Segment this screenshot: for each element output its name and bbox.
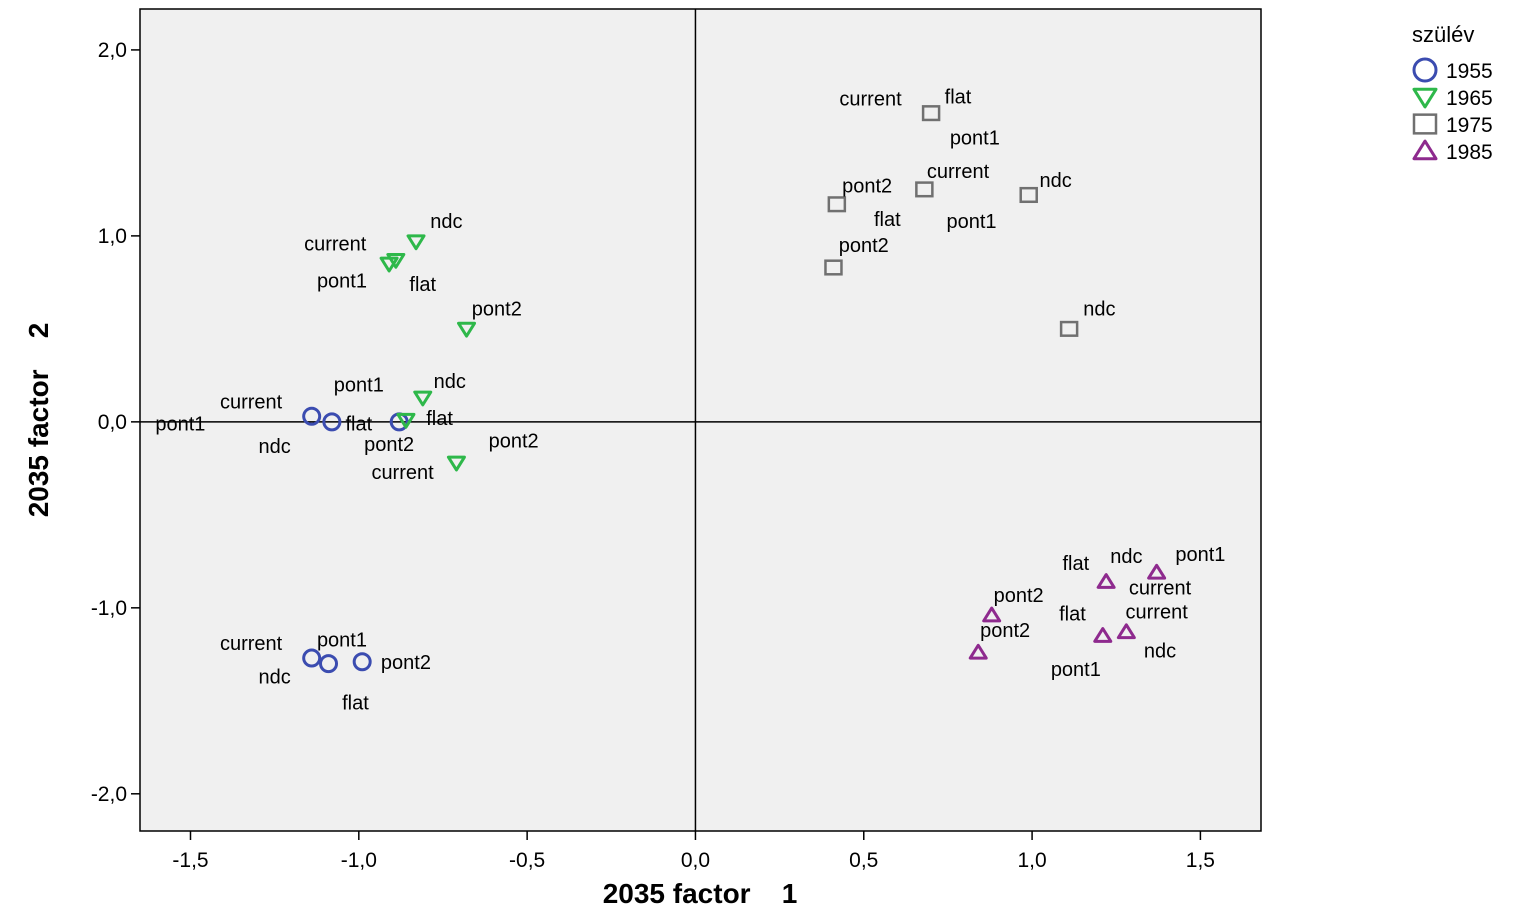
data-point bbox=[396, 412, 416, 429]
series-1975 bbox=[824, 105, 1079, 337]
data-point bbox=[319, 654, 339, 674]
point-label: current bbox=[839, 88, 902, 110]
y-tick-label: 0,0 bbox=[98, 411, 127, 434]
x-tick-label: -0,5 bbox=[509, 849, 545, 872]
data-point bbox=[824, 259, 843, 276]
data-point bbox=[1096, 573, 1116, 589]
point-label: pont1 bbox=[946, 211, 996, 233]
point-label: current bbox=[1126, 602, 1189, 624]
x-axis-title: 2035 factor 1 bbox=[603, 878, 798, 909]
data-point bbox=[827, 196, 847, 213]
point-label: pont1 bbox=[155, 414, 205, 436]
point-label: pont2 bbox=[980, 620, 1030, 642]
reference-lines bbox=[140, 9, 1261, 831]
y-tick-label: 2,0 bbox=[98, 39, 127, 62]
x-tick-label: 1,5 bbox=[1186, 849, 1215, 872]
x-tick-label: 0,0 bbox=[681, 849, 710, 872]
data-point bbox=[302, 648, 322, 668]
point-label: flat bbox=[874, 209, 901, 231]
legend-title: szülév bbox=[1412, 22, 1474, 47]
data-point bbox=[386, 252, 406, 269]
x-tick-label: -1,0 bbox=[341, 849, 377, 872]
data-point bbox=[379, 256, 399, 273]
point-label: pont1 bbox=[950, 127, 1000, 149]
legend-label-1985: 1985 bbox=[1446, 141, 1493, 164]
point-label: pont2 bbox=[364, 434, 414, 456]
point-label: flat bbox=[1059, 603, 1086, 625]
point-label: pont1 bbox=[1051, 659, 1101, 681]
point-label: pont1 bbox=[334, 375, 384, 397]
point-label: flat bbox=[1063, 553, 1090, 575]
point-label: pont2 bbox=[381, 652, 431, 674]
data-point bbox=[322, 412, 342, 432]
x-tick-label: 0,5 bbox=[849, 849, 878, 872]
point-label: ndc bbox=[434, 371, 466, 393]
point-label: pont2 bbox=[839, 235, 889, 257]
data-point bbox=[921, 105, 941, 122]
y-axis-title: 2035 factor 2 bbox=[23, 323, 54, 518]
data-point bbox=[1059, 320, 1079, 337]
data-point bbox=[915, 181, 934, 198]
point-label: current bbox=[1129, 577, 1192, 599]
y-tick-label: -1,0 bbox=[91, 597, 127, 620]
data-point bbox=[968, 643, 988, 660]
point-label: current bbox=[927, 161, 990, 183]
point-label: flat bbox=[426, 408, 453, 430]
data-point bbox=[446, 455, 466, 472]
legend-marker-1975 bbox=[1412, 113, 1438, 135]
series-1985 bbox=[968, 563, 1167, 660]
point-label: ndc bbox=[430, 211, 462, 233]
point-label: pont2 bbox=[472, 298, 522, 320]
point-label: pont2 bbox=[842, 176, 892, 198]
legend-marker-1965 bbox=[1412, 87, 1438, 109]
point-label: current bbox=[220, 633, 283, 655]
data-point bbox=[1147, 563, 1167, 580]
y-tick-label: -2,0 bbox=[91, 783, 127, 806]
data-point bbox=[352, 652, 372, 672]
legend-marker-1985 bbox=[1412, 139, 1438, 161]
point-label: pont1 bbox=[317, 629, 367, 651]
point-label: pont1 bbox=[317, 271, 367, 293]
y-axis: -2,0 -1,0 0,0 1,0 2,0 bbox=[91, 39, 140, 806]
point-label: current bbox=[304, 233, 367, 255]
legend-label-1975: 1975 bbox=[1446, 114, 1493, 137]
point-label: ndc bbox=[1110, 546, 1142, 568]
series-1965 bbox=[379, 234, 477, 472]
data-point bbox=[1019, 186, 1038, 204]
point-label: flat bbox=[345, 414, 372, 436]
point-label: ndc bbox=[1040, 170, 1072, 192]
point-label: ndc bbox=[1144, 641, 1176, 663]
point-label: pont2 bbox=[994, 585, 1044, 607]
x-tick-label: -1,5 bbox=[172, 849, 208, 872]
point-label: current bbox=[371, 462, 434, 484]
data-point bbox=[302, 406, 322, 426]
legend-label-1955: 1955 bbox=[1446, 60, 1493, 83]
point-label: flat bbox=[342, 693, 369, 715]
data-point bbox=[406, 234, 426, 251]
data-point bbox=[1116, 623, 1136, 640]
x-tick-label: 1,0 bbox=[1017, 849, 1046, 872]
series-layer bbox=[302, 105, 1167, 674]
y-tick-label: 1,0 bbox=[98, 225, 127, 248]
legend-label-1965: 1965 bbox=[1446, 87, 1493, 110]
legend-marker-1955 bbox=[1412, 57, 1438, 83]
plot-area bbox=[139, 8, 1262, 832]
data-point bbox=[1093, 627, 1113, 643]
x-axis: -1,5 -1,0 -0,5 0,0 0,5 1,0 1,5 bbox=[172, 831, 1215, 872]
data-point bbox=[413, 390, 433, 407]
data-point bbox=[457, 321, 477, 338]
point-label: current bbox=[220, 391, 283, 413]
point-label: pont1 bbox=[1175, 544, 1225, 566]
legend: szülév 1955 1965 1975 1985 bbox=[1412, 22, 1493, 164]
point-label: ndc bbox=[259, 436, 291, 458]
data-point bbox=[982, 606, 1002, 623]
point-label: flat bbox=[409, 274, 436, 296]
point-label: pont2 bbox=[489, 430, 539, 452]
point-label: flat bbox=[945, 86, 972, 108]
point-label: ndc bbox=[259, 667, 291, 689]
point-label: ndc bbox=[1083, 298, 1115, 320]
